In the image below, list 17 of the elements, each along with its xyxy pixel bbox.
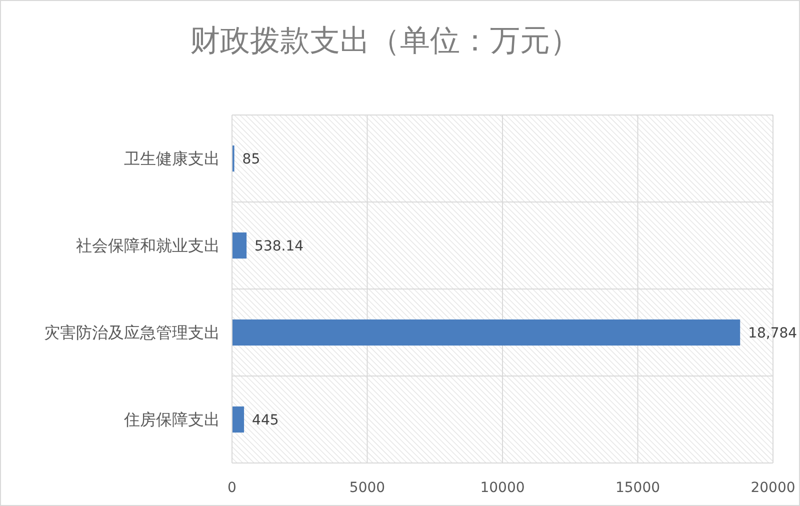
data-label: 85: [242, 151, 260, 168]
x-tick-label: 15000: [615, 480, 660, 496]
data-label: 18,784: [748, 325, 798, 342]
y-tick-label: 住房保障支出: [123, 410, 220, 430]
y-tick-label: 社会保障和就业支出: [76, 236, 220, 256]
chart-title: 财政拨款支出（单位：万元）: [190, 24, 580, 58]
x-tick-label: 10000: [480, 480, 525, 496]
y-tick-label: 卫生健康支出: [124, 149, 220, 168]
bar: [232, 319, 740, 346]
x-tick-label: 20000: [750, 480, 796, 496]
x-tick-label: 5000: [349, 480, 386, 496]
data-label: 445: [252, 412, 279, 428]
data-label: 538.14: [254, 238, 304, 254]
bar: [232, 232, 247, 259]
y-tick-label: 灾害防治及应急管理支出: [44, 323, 220, 342]
bar: [232, 406, 244, 433]
x-tick-label: 0: [228, 480, 236, 496]
